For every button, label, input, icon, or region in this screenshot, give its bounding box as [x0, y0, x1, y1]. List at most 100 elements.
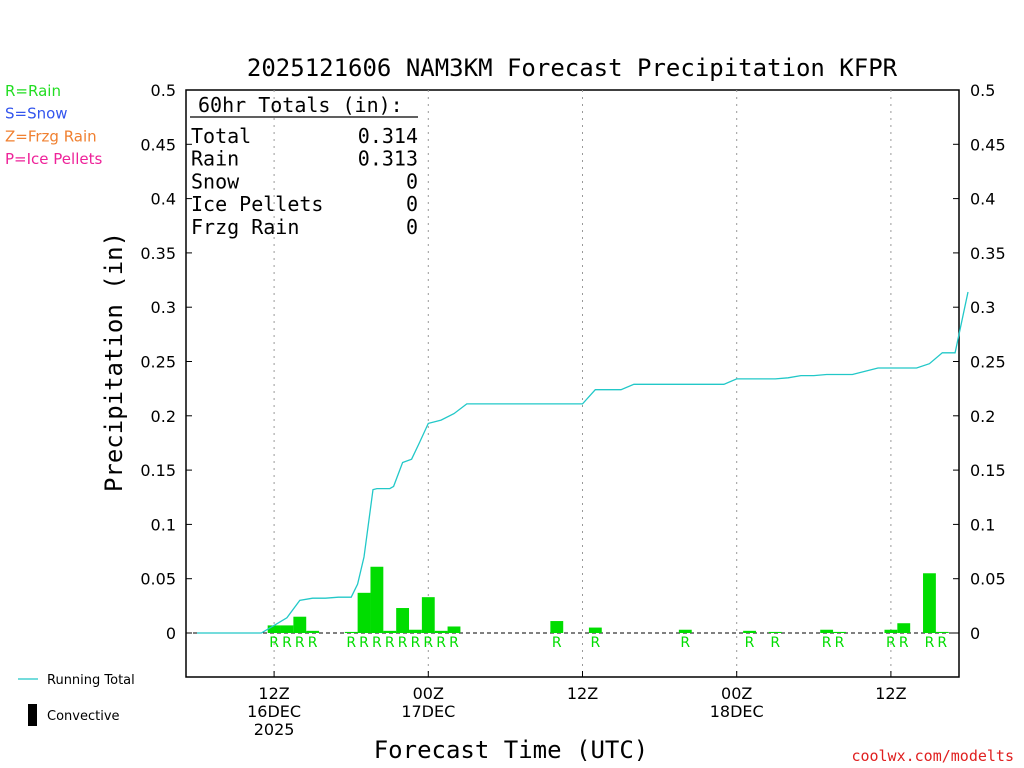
- y-tick-label: 0.3: [151, 298, 176, 317]
- y-tick-label: 0.1: [970, 515, 995, 534]
- totals-row-label: Snow: [191, 169, 240, 193]
- y-axis-label: Precipitation (in): [100, 232, 128, 492]
- x-tick-label: 12Z: [258, 684, 289, 703]
- ptype-label: R: [937, 635, 947, 651]
- precip-bar: [884, 629, 898, 633]
- precip-bar: [935, 631, 949, 633]
- precip-bar: [678, 629, 692, 633]
- x-tick-label: 00Z: [721, 684, 752, 703]
- precip-bar: [383, 630, 397, 633]
- plot-area-frame: [185, 89, 960, 678]
- ptype-label: R: [308, 635, 318, 651]
- precip-bar: [409, 629, 422, 633]
- ptype-label: R: [552, 635, 562, 651]
- y-axis-right: 0 0.05 0.1 0.15 0.2 0.25 0.3 0.35 0.4 0.45 0.5: [953, 81, 1006, 643]
- y-tick-label: 0.35: [140, 244, 176, 263]
- ptype-label: R: [269, 635, 279, 651]
- ptype-label: R: [835, 635, 845, 651]
- ptype-label: R: [359, 635, 369, 651]
- totals-row-value: 0: [406, 169, 418, 193]
- y-tick-label: 0.4: [151, 190, 176, 209]
- totals-row-label: Frzg Rain: [191, 215, 299, 239]
- precip-bar: [743, 630, 756, 633]
- credit-link[interactable]: coolwx.com/modelts: [851, 747, 1014, 765]
- precip-bar: [280, 625, 294, 633]
- totals-row-label: Ice Pellets: [191, 192, 323, 216]
- chart-title: 2025121606 NAM3KM Forecast Precipitation…: [247, 54, 898, 82]
- ptype-label: R: [436, 635, 446, 651]
- y-tick-label: 0.1: [151, 515, 176, 534]
- y-tick-label: 0.4: [970, 190, 995, 209]
- totals-row-value: 0: [406, 215, 418, 239]
- x-tick-label: 17DEC: [401, 702, 455, 721]
- precip-bar: [396, 608, 410, 633]
- series-legend: Running Total Convective: [18, 673, 135, 726]
- precip-bar: [768, 631, 782, 633]
- x-tick-label: 12Z: [875, 684, 906, 703]
- convective-swatch: [28, 704, 37, 726]
- x-tick-label: 2025: [254, 720, 295, 739]
- running-total-line: [197, 291, 969, 634]
- ptype-legend-item: S=Snow: [5, 105, 68, 123]
- y-tick-label: 0.45: [140, 135, 176, 154]
- totals-row-value: 0: [406, 192, 418, 216]
- ptype-label: R: [822, 635, 832, 651]
- ptype-legend: R=Rain S=Snow Z=Frzg Rain P=Ice Pellets: [5, 82, 102, 168]
- y-tick-label: 0.05: [140, 570, 176, 589]
- series-legend-label: Running Total: [47, 673, 135, 688]
- ptype-label: R: [590, 635, 600, 651]
- precip-bars: [267, 566, 949, 633]
- ptype-label: R: [295, 635, 305, 651]
- x-tick-label: 18DEC: [710, 702, 764, 721]
- ptype-label: R: [925, 635, 935, 651]
- ptype-label: R: [346, 635, 356, 651]
- x-axis-label: Forecast Time (UTC): [374, 736, 649, 764]
- y-tick-label: 0.5: [151, 81, 176, 100]
- ptype-label: R: [282, 635, 292, 651]
- totals-row-value: 0.314: [358, 124, 418, 148]
- y-tick-label: 0: [166, 624, 176, 643]
- precip-bar: [370, 566, 384, 633]
- y-tick-label: 0.05: [970, 570, 1006, 589]
- ptype-label: R: [449, 635, 459, 651]
- totals-row-label: Total: [191, 124, 251, 148]
- y-tick-label: 0.3: [970, 298, 995, 317]
- ptype-label: R: [398, 635, 408, 651]
- series-legend-label: Convective: [47, 709, 120, 724]
- y-tick-label: 0.2: [970, 407, 995, 426]
- y-axis-left: 0 0.05 0.1 0.15 0.2 0.25 0.3 0.35 0.4 0.45 0.5: [140, 81, 192, 643]
- totals-row-value: 0.313: [358, 147, 418, 171]
- ptype-label: R: [423, 635, 433, 651]
- precip-bar: [357, 592, 371, 633]
- precip-bar: [447, 626, 461, 633]
- precip-bar: [267, 625, 281, 633]
- ptype-label: R: [372, 635, 382, 651]
- ptype-label: R: [745, 635, 755, 651]
- precip-bar: [897, 623, 911, 633]
- y-tick-label: 0.2: [151, 407, 176, 426]
- ptype-label: R: [886, 635, 896, 651]
- ptype-legend-item: P=Ice Pellets: [5, 150, 102, 168]
- totals-box: 60hr Totals (in): Total 0.314 Rain 0.313 Snow…: [190, 93, 418, 239]
- precip-bar: [550, 621, 564, 633]
- y-tick-label: 0.5: [970, 81, 995, 100]
- ptype-label: R: [770, 635, 780, 651]
- y-tick-label: 0.25: [970, 353, 1006, 372]
- ptype-label: R: [411, 635, 421, 651]
- precip-bar: [923, 573, 936, 633]
- totals-heading: 60hr Totals (in):: [198, 93, 403, 117]
- ptype-legend-item: R=Rain: [5, 82, 61, 100]
- ptype-label: R: [680, 635, 690, 651]
- ptype-legend-item: Z=Frzg Rain: [5, 127, 97, 145]
- y-tick-label: 0.15: [970, 461, 1006, 480]
- precip-bar: [588, 627, 602, 633]
- precip-bar: [293, 616, 307, 633]
- y-tick-label: 0.25: [140, 353, 176, 372]
- y-tick-label: 0.45: [970, 135, 1006, 154]
- precip-bar: [344, 631, 358, 633]
- x-tick-label: 00Z: [413, 684, 444, 703]
- ptype-label: R: [899, 635, 909, 651]
